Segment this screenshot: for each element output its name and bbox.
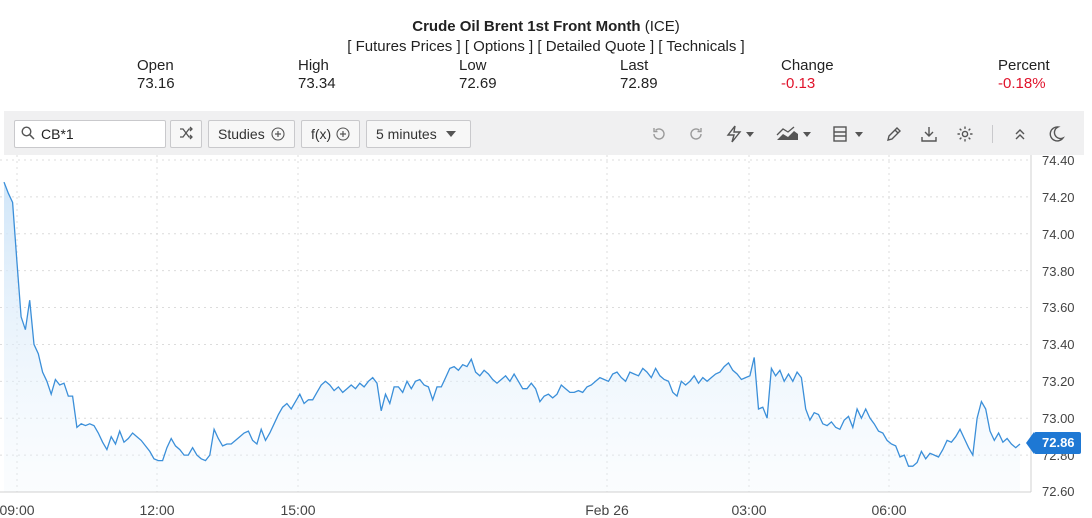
stat-low-value: 72.69 <box>459 75 497 92</box>
link-technicals[interactable]: [ Technicals ] <box>658 38 745 55</box>
studies-button[interactable]: Studies <box>208 120 295 148</box>
stat-change-label: Change <box>781 57 834 74</box>
layout-icon[interactable] <box>830 123 868 145</box>
chart-toolbar: Studies f(x) 5 minutes <box>4 111 1084 155</box>
link-futures-prices[interactable]: [ Futures Prices ] <box>347 38 461 55</box>
functions-label: f(x) <box>311 126 332 142</box>
y-tick-label: 74.20 <box>1042 190 1075 205</box>
y-tick-label: 73.60 <box>1042 300 1075 315</box>
dark-mode-icon[interactable] <box>1045 123 1067 145</box>
symbol-input[interactable] <box>41 126 161 142</box>
compare-icon <box>179 126 193 143</box>
x-tick-label: Feb 26 <box>585 502 629 518</box>
stat-change: Change -0.13 <box>781 57 834 93</box>
stat-last-label: Last <box>620 57 649 74</box>
stat-open-value: 73.16 <box>137 75 175 92</box>
quote-stats: Open 73.16 High 73.34 Low 72.69 Last 72.… <box>0 57 1092 97</box>
stat-percent-label: Percent <box>998 57 1050 74</box>
x-tick-label: 12:00 <box>139 502 175 518</box>
stat-high-label: High <box>298 57 329 74</box>
stat-change-value: -0.13 <box>781 75 816 92</box>
stat-low-label: Low <box>459 57 487 74</box>
interval-select[interactable]: 5 minutes <box>366 120 471 148</box>
search-icon <box>21 125 35 143</box>
y-tick-label: 73.40 <box>1042 337 1075 352</box>
stat-percent: Percent -0.18% <box>998 57 1050 93</box>
stat-last-value: 72.89 <box>620 75 658 92</box>
quote-links: [ Futures Prices ] [ Options ] [ Detaile… <box>0 38 1092 55</box>
y-tick-label: 74.40 <box>1042 153 1075 168</box>
undo-icon[interactable] <box>648 123 670 145</box>
price-area <box>4 182 1020 492</box>
gear-icon[interactable] <box>954 123 976 145</box>
price-line <box>3 181 1021 467</box>
exchange-label: (ICE) <box>644 18 680 35</box>
y-tick-label: 73.20 <box>1042 374 1075 389</box>
stat-open: Open 73.16 <box>137 57 175 93</box>
y-tick-label: 73.00 <box>1042 411 1075 426</box>
collapse-icon[interactable] <box>1009 123 1031 145</box>
last-price-badge: 72.86 <box>1026 432 1081 454</box>
link-options[interactable]: [ Options ] <box>464 38 534 55</box>
y-tick-label: 73.80 <box>1042 264 1075 279</box>
instrument-name: Crude Oil Brent 1st Front Month <box>412 18 641 35</box>
symbol-search[interactable] <box>14 120 166 148</box>
toolbar-divider <box>992 125 993 143</box>
redo-icon[interactable] <box>685 123 707 145</box>
stat-last: Last 72.89 <box>620 57 658 93</box>
x-tick-label: 03:00 <box>731 502 767 518</box>
download-icon[interactable] <box>918 123 940 145</box>
stat-open-label: Open <box>137 57 174 74</box>
y-tick-label: 74.00 <box>1042 227 1075 242</box>
chart-canvas[interactable] <box>0 155 1092 518</box>
studies-label: Studies <box>218 126 265 142</box>
interval-label: 5 minutes <box>376 126 437 142</box>
stat-percent-value: -0.18% <box>998 75 1046 92</box>
add-function-icon <box>336 127 350 141</box>
lightning-icon[interactable] <box>722 123 758 145</box>
pencil-icon[interactable] <box>883 123 905 145</box>
chevron-down-icon <box>445 131 456 137</box>
quote-title: Crude Oil Brent 1st Front Month (ICE) <box>0 18 1092 35</box>
y-tick-label: 72.60 <box>1042 484 1075 496</box>
stat-high-value: 73.34 <box>298 75 336 92</box>
x-tick-label: 09:00 <box>0 502 35 518</box>
functions-button[interactable]: f(x) <box>301 120 360 148</box>
x-tick-label: 15:00 <box>280 502 316 518</box>
link-detailed-quote[interactable]: [ Detailed Quote ] <box>537 38 655 55</box>
add-icon <box>271 127 285 141</box>
compare-button[interactable] <box>170 120 202 148</box>
stat-low: Low 72.69 <box>459 57 497 93</box>
price-chart[interactable]: 74.40 74.20 74.00 73.80 73.60 73.40 73.2… <box>0 153 1092 518</box>
stat-high: High 73.34 <box>298 57 336 93</box>
chart-style-icon[interactable] <box>774 123 814 145</box>
x-tick-label: 06:00 <box>871 502 907 518</box>
